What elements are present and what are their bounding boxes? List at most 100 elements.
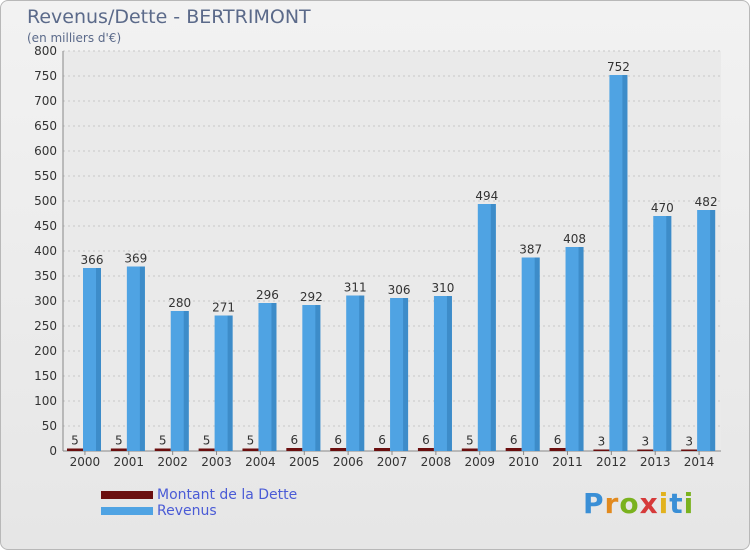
x-tick-label: 2008 [421,455,452,469]
x-tick-label: 2012 [596,455,627,469]
bar-debt-2007 [374,448,391,451]
bar-debt-2009 [461,448,478,451]
y-tick-label: 400 [34,244,57,258]
y-tick-label: 650 [34,119,57,133]
proxiti-logo: Proxiti [583,487,694,520]
proxiti-logo-letter: i [658,487,670,520]
data-label-debt-2004: 5 [247,434,255,448]
bar-revenus-shade-2007 [403,298,409,451]
y-tick-label: 500 [34,194,57,208]
x-tick-label: 2014 [684,455,715,469]
data-label-debt-2001: 5 [115,434,123,448]
bar-revenus-shade-2014 [710,210,716,451]
y-tick-label: 300 [34,294,57,308]
bar-revenus-shade-2002 [183,311,189,451]
data-label-debt-2014: 3 [685,435,693,449]
bar-debt-2001 [110,448,127,451]
chart-subtitle: (en milliers d'€) [27,31,122,45]
data-label-debt-2002: 5 [159,434,167,448]
y-tick-label: 450 [34,219,57,233]
bar-revenus-shade-2010 [534,257,540,451]
bar-revenus-shade-2005 [315,305,321,451]
data-label-debt-2007: 6 [378,433,386,447]
bar-debt-2014 [681,449,698,451]
data-label-debt-2000: 5 [71,434,79,448]
legend-label-revenus: Revenus [157,503,217,519]
x-tick-label: 2000 [70,455,101,469]
y-tick-label: 350 [34,269,57,283]
data-label-debt-2009: 5 [466,434,474,448]
data-label-revenus-2003: 271 [212,301,235,315]
bar-debt-2000 [67,448,83,451]
y-tick-label: 100 [34,394,57,408]
data-label-revenus-2014: 482 [695,195,718,209]
bar-debt-2006 [330,448,347,451]
data-label-revenus-2000: 366 [81,253,104,267]
data-label-revenus-2008: 310 [431,281,454,295]
y-tick-label: 600 [34,144,57,158]
data-label-revenus-2006: 311 [344,281,367,295]
x-tick-label: 2007 [377,455,408,469]
x-tick-label: 2010 [508,455,539,469]
y-tick-label: 250 [34,319,57,333]
chart-title: Revenus/Dette - BERTRIMONT [27,6,311,28]
proxiti-logo-letter: P [583,487,605,520]
data-label-revenus-2005: 292 [300,290,323,304]
bar-revenus-shade-2008 [446,296,452,451]
proxiti-logo-letter: t [669,487,684,520]
bar-revenus-shade-2004 [271,303,277,451]
bar-debt-2010 [505,448,522,451]
bar-debt-2002 [154,448,171,451]
data-label-debt-2005: 6 [291,433,299,447]
data-label-revenus-2004: 296 [256,288,279,302]
data-label-debt-2010: 6 [510,433,518,447]
proxiti-logo-letter: r [604,487,620,520]
legend-label-debt: Montant de la Dette [157,487,298,503]
data-label-revenus-2002: 280 [168,296,191,310]
proxiti-logo-letter: i [683,487,695,520]
data-label-debt-2003: 5 [203,434,211,448]
x-tick-label: 2009 [464,455,495,469]
bar-debt-2004 [242,448,259,451]
x-tick-label: 2002 [157,455,188,469]
x-tick-label: 2005 [289,455,320,469]
x-tick-label: 2011 [552,455,583,469]
data-label-revenus-2001: 369 [124,252,147,266]
y-tick-label: 800 [34,44,57,58]
x-tick-label: 2006 [333,455,364,469]
proxiti-logo-letter: o [619,487,640,520]
data-label-revenus-2011: 408 [563,232,586,246]
data-label-revenus-2009: 494 [475,189,498,203]
bar-debt-2005 [286,448,303,451]
bar-debt-2003 [198,448,215,451]
bar-revenus-shade-2006 [359,295,365,451]
y-tick-label: 550 [34,169,57,183]
data-label-revenus-2013: 470 [651,201,674,215]
y-tick-label: 750 [34,69,57,83]
legend-swatch-revenus [101,507,153,515]
data-label-debt-2006: 6 [334,433,342,447]
y-tick-label: 50 [42,419,57,433]
bar-revenus-shade-2012 [622,75,628,451]
data-label-revenus-2010: 387 [519,243,542,257]
bar-revenus-shade-2011 [578,247,584,451]
y-tick-label: 700 [34,94,57,108]
proxiti-logo-letter: x [639,487,659,520]
legend-swatch-debt [101,491,153,499]
data-label-debt-2011: 6 [554,433,562,447]
bar-revenus-shade-2003 [227,315,233,451]
x-tick-label: 2003 [201,455,232,469]
data-label-debt-2008: 6 [422,433,430,447]
bar-revenus-shade-2009 [490,204,496,451]
x-tick-label: 2013 [640,455,671,469]
data-label-revenus-2007: 306 [388,283,411,297]
data-label-debt-2013: 3 [641,435,649,449]
bar-debt-2012 [593,449,610,451]
x-tick-label: 2004 [245,455,276,469]
x-tick-label: 2001 [114,455,145,469]
data-label-debt-2012: 3 [598,435,606,449]
bar-revenus-shade-2013 [666,216,672,451]
bar-debt-2013 [637,449,654,451]
